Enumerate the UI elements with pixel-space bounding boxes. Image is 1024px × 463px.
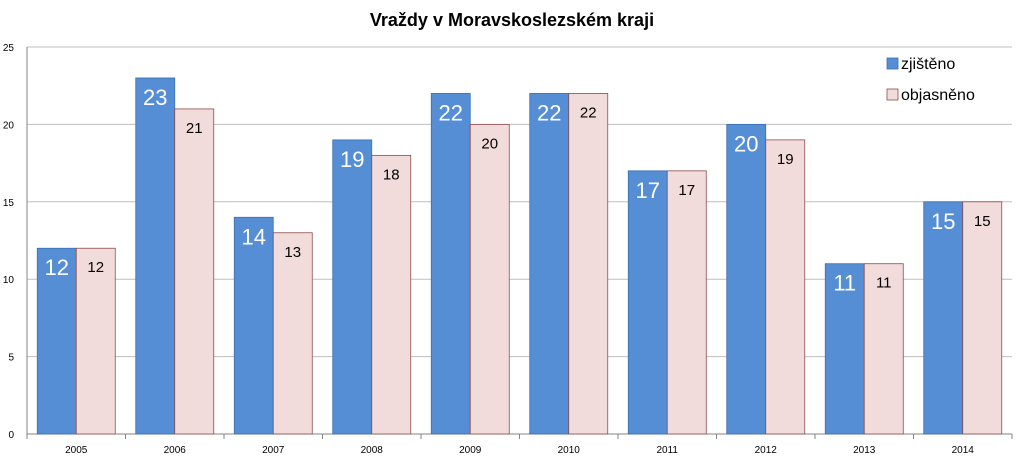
bar-objasneno: [272, 232, 313, 435]
data-label-objasneno: 17: [678, 182, 695, 199]
bar-objasneno: [371, 154, 412, 435]
y-tick-label: 5: [8, 353, 14, 364]
x-tick-label: 2008: [361, 445, 384, 456]
x-tick-label: 2011: [656, 445, 678, 456]
x-tick-label: 2013: [853, 445, 876, 456]
y-tick-label: 15: [3, 198, 15, 209]
data-label-objasneno: 11: [876, 275, 892, 292]
data-label-zjisteno: 20: [734, 131, 758, 156]
x-tick-label: 2012: [755, 445, 778, 456]
bar-objasneno: [469, 124, 510, 435]
bar-objasneno: [666, 170, 707, 435]
data-label-zjisteno: 12: [45, 255, 69, 280]
data-label-zjisteno: 14: [242, 224, 266, 249]
x-tick-label: 2007: [262, 445, 285, 456]
data-label-objasneno: 15: [974, 213, 991, 230]
data-label-objasneno: 20: [481, 135, 498, 152]
data-label-objasneno: 22: [580, 104, 597, 121]
legend-label-objasneno: objasněno: [901, 87, 975, 104]
legend-swatch-zjisteno: [886, 57, 899, 70]
bar-zjisteno: [529, 93, 570, 435]
bar-zjisteno: [627, 170, 668, 435]
data-label-objasneno: 18: [383, 166, 400, 183]
y-tick-label: 0: [8, 430, 14, 441]
bar-zjisteno: [135, 77, 176, 435]
data-label-objasneno: 13: [284, 244, 301, 261]
bar-zjisteno: [430, 93, 471, 435]
legend-swatch-objasneno: [886, 88, 899, 101]
legend-label-zjisteno: zjištěno: [901, 56, 955, 73]
bars: [36, 77, 1003, 435]
bar-objasneno: [863, 263, 904, 435]
bar-zjisteno: [332, 139, 373, 435]
x-tick-label: 2010: [558, 445, 581, 456]
chart-title: Vraždy v Moravskoslezském kraji: [370, 10, 654, 30]
x-tick-label: 2009: [459, 445, 482, 456]
bar-objasneno: [568, 93, 609, 435]
data-label-zjisteno: 17: [636, 178, 660, 203]
bar-objasneno: [75, 247, 116, 435]
y-tick-label: 10: [3, 275, 15, 286]
legend: zjištěno objasněno: [886, 56, 975, 104]
data-label-objasneno: 12: [87, 259, 104, 276]
data-label-zjisteno: 19: [340, 147, 364, 172]
data-label-zjisteno: 23: [143, 85, 167, 110]
bar-zjisteno: [36, 247, 77, 435]
data-label-zjisteno: 15: [931, 209, 955, 234]
bar-zjisteno: [233, 216, 274, 435]
x-tick-label: 2006: [164, 445, 187, 456]
data-label-zjisteno: 22: [439, 100, 463, 125]
y-tick-label: 20: [3, 120, 15, 131]
y-tick-label: 25: [3, 43, 15, 54]
bar-zjisteno: [824, 263, 865, 435]
data-labels: 12 12 23 21 14 13 19 18 22 20 22 22 17 17 20 19 11 11 15 15: [45, 85, 991, 296]
bar-zjisteno: [923, 201, 964, 435]
x-tick-label: 2005: [65, 445, 88, 456]
data-label-objasneno: 21: [186, 120, 203, 137]
x-tick-label: 2014: [952, 445, 975, 456]
data-label-zjisteno: 11: [833, 271, 856, 296]
bar-objasneno: [765, 139, 806, 435]
bar-objasneno: [174, 108, 215, 435]
data-label-objasneno: 19: [777, 151, 794, 168]
bar-zjisteno: [726, 124, 767, 435]
bar-objasneno: [962, 201, 1003, 435]
data-label-zjisteno: 22: [537, 100, 561, 125]
